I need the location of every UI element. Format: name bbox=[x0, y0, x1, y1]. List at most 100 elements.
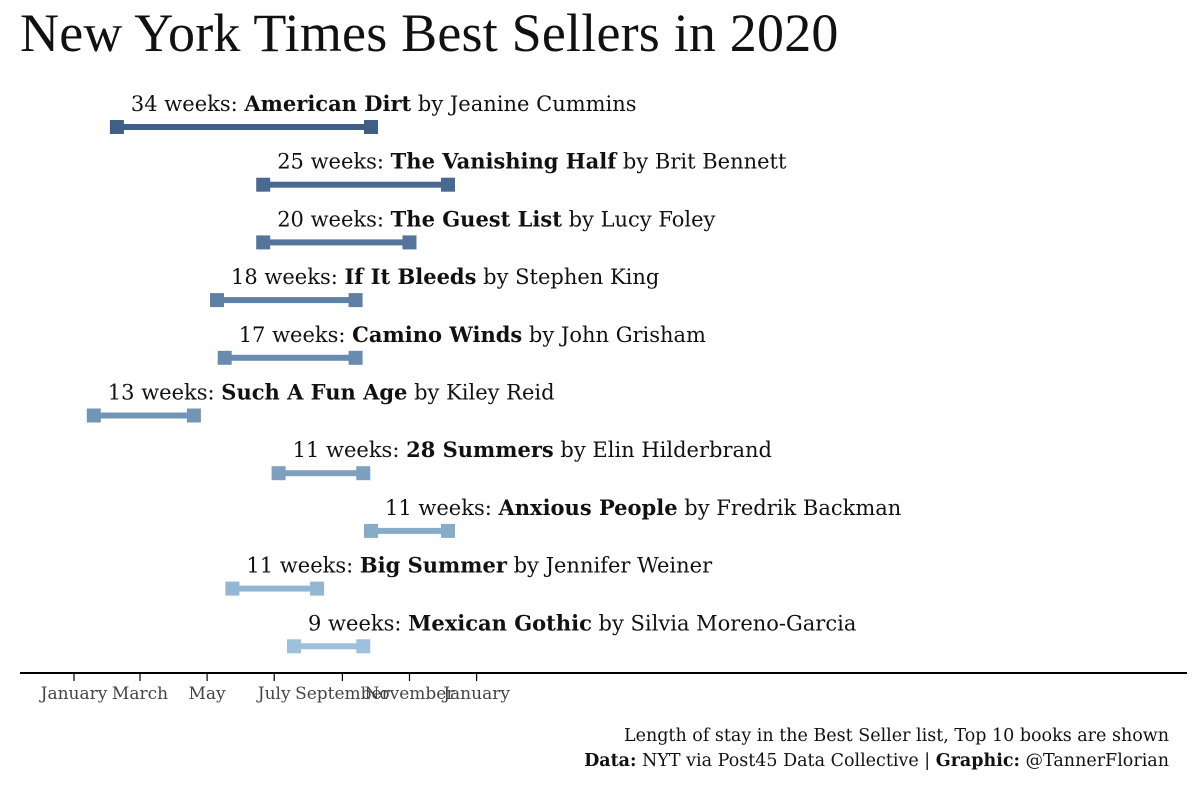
book-title: Such A Fun Age bbox=[221, 380, 407, 405]
book-title: The Vanishing Half bbox=[391, 149, 619, 174]
book-bar-group: 25 weeks: The Vanishing Half by Brit Ben… bbox=[256, 149, 787, 192]
chart-title: New York Times Best Sellers in 2020 bbox=[20, 3, 839, 63]
bar-label: 11 weeks: Anxious People by Fredrik Back… bbox=[385, 495, 901, 520]
weeks-text: 34 weeks: bbox=[131, 92, 244, 116]
caption-credits: Data: NYT via Post45 Data Collective | G… bbox=[584, 749, 1169, 774]
start-marker bbox=[86, 408, 101, 423]
weeks-text: 13 weeks: bbox=[108, 381, 221, 405]
book-author: John Grisham bbox=[559, 323, 706, 347]
x-tick-label: July bbox=[256, 684, 291, 704]
duration-bar bbox=[93, 412, 194, 419]
start-marker bbox=[256, 235, 271, 250]
data-source: NYT via Post45 Data Collective | bbox=[636, 751, 936, 771]
book-bar-group: 20 weeks: The Guest List by Lucy Foley bbox=[256, 206, 716, 250]
weeks-text: 18 weeks: bbox=[231, 265, 344, 289]
duration-bar bbox=[263, 181, 448, 188]
book-title: 28 Summers bbox=[406, 437, 554, 462]
bar-label: 17 weeks: Camino Winds by John Grisham bbox=[239, 322, 706, 347]
x-tick-label: September bbox=[295, 684, 391, 704]
book-author: Lucy Foley bbox=[601, 207, 716, 231]
start-marker bbox=[256, 177, 271, 192]
weeks-text: 11 weeks: bbox=[246, 554, 359, 578]
by-text: by bbox=[562, 207, 601, 231]
book-author: Fredrik Backman bbox=[716, 496, 901, 520]
start-marker bbox=[271, 466, 286, 481]
start-marker bbox=[217, 350, 232, 365]
by-text: by bbox=[678, 496, 717, 520]
book-bar-group: 17 weeks: Camino Winds by John Grisham bbox=[217, 322, 706, 365]
book-title: American Dirt bbox=[243, 91, 411, 116]
by-text: by bbox=[411, 92, 450, 116]
end-marker bbox=[348, 293, 363, 308]
by-text: by bbox=[616, 150, 655, 174]
weeks-text: 17 weeks: bbox=[239, 323, 352, 347]
end-marker bbox=[364, 120, 378, 134]
bar-label: 20 weeks: The Guest List by Lucy Foley bbox=[277, 206, 715, 231]
x-tick-label: January bbox=[39, 684, 108, 704]
duration-bar bbox=[263, 239, 410, 246]
graphic-author: @TannerFlorian bbox=[1019, 751, 1169, 771]
duration-bar bbox=[217, 297, 356, 304]
bar-label: 13 weeks: Such A Fun Age by Kiley Reid bbox=[108, 380, 555, 405]
book-bar-group: 11 weeks: Anxious People by Fredrik Back… bbox=[364, 495, 901, 538]
end-marker bbox=[186, 408, 201, 423]
graphic-label: Graphic: bbox=[935, 751, 1020, 771]
duration-bar bbox=[371, 527, 448, 534]
book-author: Silvia Moreno-Garcia bbox=[631, 611, 857, 635]
book-author: Stephen King bbox=[515, 265, 659, 289]
duration-bar bbox=[224, 354, 356, 361]
end-marker bbox=[441, 523, 455, 538]
book-title: Mexican Gothic bbox=[408, 610, 592, 635]
duration-bar bbox=[232, 585, 318, 592]
start-marker bbox=[109, 120, 124, 134]
duration-bar bbox=[116, 124, 372, 130]
x-tick-label: March bbox=[112, 684, 168, 704]
weeks-text: 11 weeks: bbox=[293, 438, 406, 462]
duration-bar bbox=[278, 470, 364, 477]
book-author: Jeanine Cummins bbox=[448, 92, 637, 116]
caption: Length of stay in the Best Seller list, … bbox=[584, 724, 1169, 774]
book-author: Jennifer Weiner bbox=[544, 554, 713, 578]
book-author: Kiley Reid bbox=[446, 381, 555, 405]
weeks-text: 20 weeks: bbox=[277, 207, 390, 231]
book-author: Brit Bennett bbox=[655, 150, 787, 174]
weeks-text: 9 weeks: bbox=[308, 611, 408, 635]
by-text: by bbox=[407, 381, 446, 405]
x-axis: January March May July SeptemberNovemberJanu… bbox=[20, 672, 1187, 704]
book-author: Elin Hilderbrand bbox=[592, 438, 772, 462]
start-marker bbox=[225, 581, 240, 596]
book-bar-group: 13 weeks: Such A Fun Age by Kiley Reid bbox=[86, 380, 555, 423]
start-marker bbox=[364, 523, 378, 538]
book-title: Camino Winds bbox=[352, 322, 522, 347]
weeks-text: 11 weeks: bbox=[385, 496, 498, 520]
bars-layer: 34 weeks: American Dirt by Jeanine Cummi… bbox=[86, 91, 901, 654]
bar-label: 11 weeks: 28 Summers by Elin Hilderbrand bbox=[293, 437, 772, 462]
caption-subtitle: Length of stay in the Best Seller list, … bbox=[623, 726, 1169, 746]
by-text: by bbox=[592, 611, 631, 635]
end-marker bbox=[348, 350, 363, 365]
by-text: by bbox=[522, 323, 561, 347]
duration-bar bbox=[294, 643, 364, 650]
weeks-text: 25 weeks: bbox=[277, 150, 390, 174]
book-title: Big Summer bbox=[360, 553, 508, 578]
data-label: Data: bbox=[584, 751, 637, 771]
book-title: If It Bleeds bbox=[344, 264, 476, 289]
book-bar-group: 11 weeks: Big Summer by Jennifer Weiner bbox=[225, 553, 713, 596]
book-bar-group: 9 weeks: Mexican Gothic by Silvia Moreno… bbox=[287, 610, 856, 654]
end-marker bbox=[356, 639, 371, 654]
start-marker bbox=[210, 293, 224, 308]
by-text: by bbox=[507, 554, 546, 578]
bar-label: 34 weeks: American Dirt by Jeanine Cummi… bbox=[131, 91, 637, 116]
bar-label: 11 weeks: Big Summer by Jennifer Weiner bbox=[246, 553, 713, 578]
by-text: by bbox=[476, 265, 515, 289]
bar-label: 9 weeks: Mexican Gothic by Silvia Moreno… bbox=[308, 610, 856, 635]
book-bar-group: 34 weeks: American Dirt by Jeanine Cummi… bbox=[109, 91, 637, 134]
start-marker bbox=[287, 639, 301, 654]
book-bar-group: 11 weeks: 28 Summers by Elin Hilderbrand bbox=[271, 437, 772, 481]
end-marker bbox=[356, 466, 371, 481]
book-title: Anxious People bbox=[497, 495, 677, 520]
by-text: by bbox=[554, 438, 593, 462]
end-marker bbox=[310, 581, 325, 596]
x-tick-label: May bbox=[189, 684, 227, 704]
